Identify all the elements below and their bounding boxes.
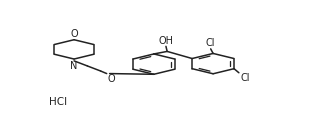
Text: O: O: [70, 29, 78, 39]
Text: OH: OH: [158, 36, 173, 46]
Text: N: N: [71, 61, 78, 71]
Text: O: O: [108, 74, 115, 84]
Text: HCl: HCl: [49, 97, 67, 107]
Text: Cl: Cl: [240, 73, 250, 83]
Text: Cl: Cl: [206, 38, 215, 48]
